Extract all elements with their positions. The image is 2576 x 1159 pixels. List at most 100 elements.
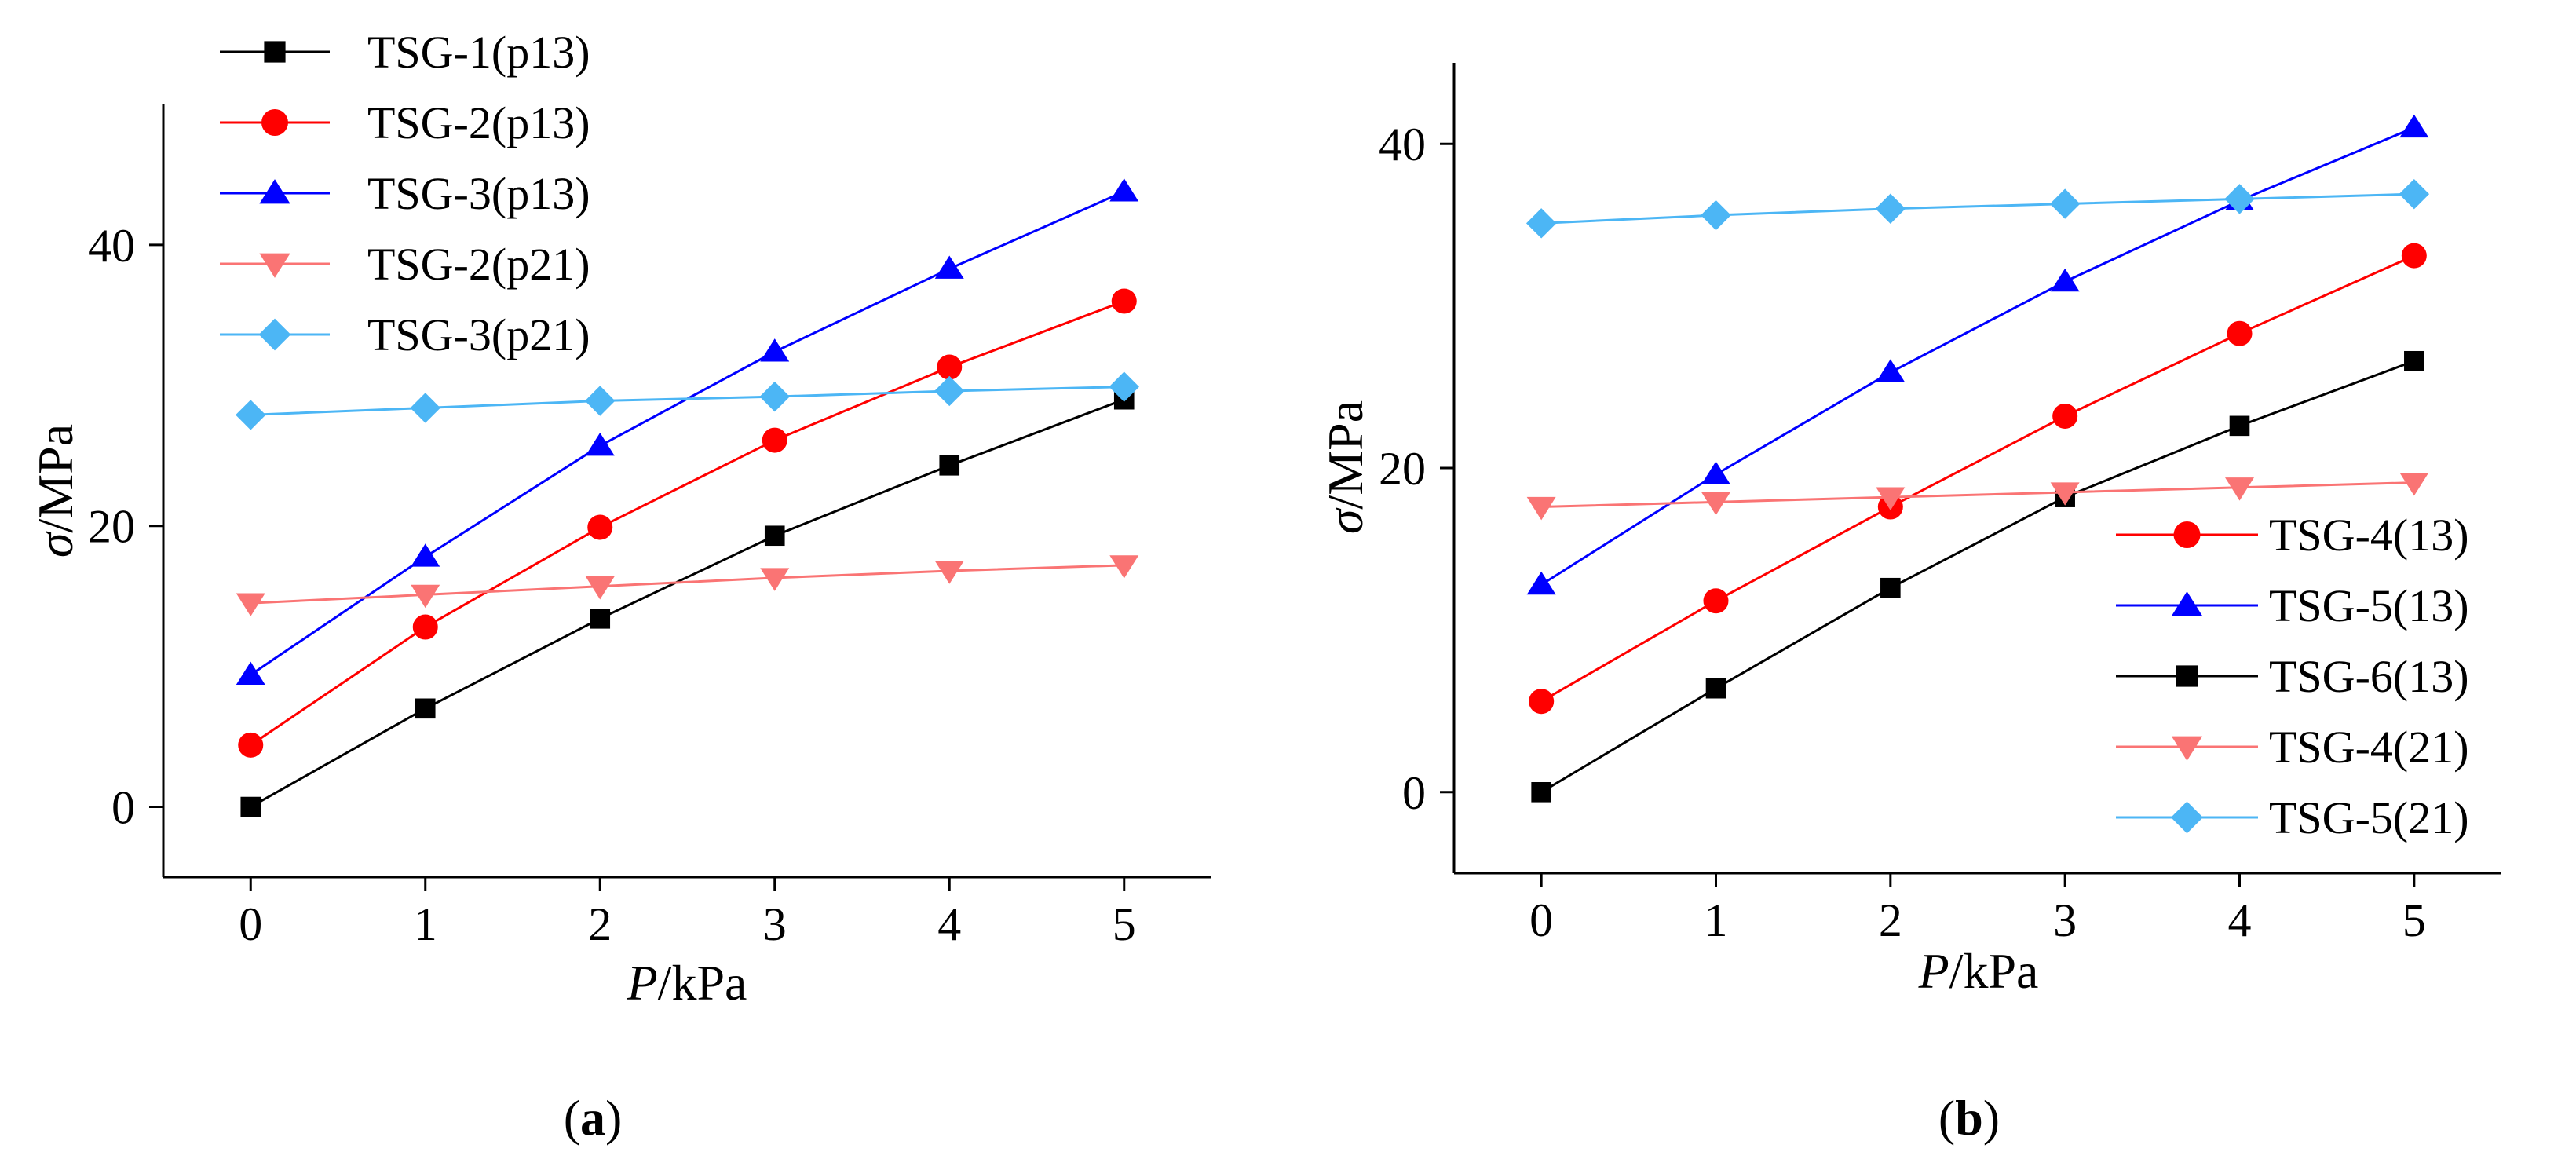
data-point	[764, 525, 785, 547]
legend-marker	[2171, 591, 2203, 616]
data-point	[762, 427, 787, 453]
data-point	[939, 455, 960, 476]
panel-label-b: (b)	[1938, 1090, 2000, 1146]
series-line	[250, 386, 1124, 416]
series-TSG-4(21)	[1526, 472, 2429, 521]
series-TSG-2(p13)	[238, 288, 1137, 758]
legend-item: TSG-3(p21)	[220, 309, 590, 360]
legend-marker	[264, 41, 286, 63]
y-ticks-b: 0 20 40	[1379, 119, 1454, 819]
legend-item: TSG-3(p13)	[220, 168, 590, 219]
data-point	[1111, 288, 1137, 314]
legend-item: TSG-5(13)	[2116, 580, 2469, 631]
legend-a: TSG-1(p13) TSG-2(p13) TSG-3(p13) TSG-2(p21)…	[220, 27, 590, 360]
data-point	[2050, 482, 2080, 506]
series-TSG-1(p13)	[240, 389, 1135, 817]
series-line	[1540, 254, 2415, 703]
series-line	[1541, 481, 2414, 509]
x-tick-label: 2	[588, 898, 612, 950]
legend-label: TSG-4(13)	[2269, 510, 2469, 561]
y-axis-title-b: σ/MPa	[1317, 400, 1373, 534]
data-point	[236, 400, 266, 430]
series-group-a	[236, 178, 1139, 817]
data-point	[585, 432, 615, 456]
data-point	[1109, 371, 1139, 402]
legend-item: TSG-4(13)	[2116, 510, 2469, 561]
legend-label: TSG-2(p13)	[367, 97, 590, 148]
legend-marker	[2171, 801, 2203, 834]
panel-a: 0 1 2 3 4 5 0 20 40 P/kPa σ/MPa TSG-1(p13) TSG-2…	[27, 27, 1211, 1146]
y-tick-label: 20	[1379, 443, 1426, 495]
data-point	[411, 543, 440, 567]
data-point	[1875, 193, 1906, 224]
series-group-b	[1526, 114, 2430, 803]
data-point	[2227, 320, 2253, 346]
data-point	[2224, 184, 2255, 214]
data-point	[1529, 689, 1555, 715]
x-tick-label: 2	[1879, 894, 1902, 946]
series-line	[1540, 126, 2415, 586]
data-point	[411, 584, 440, 609]
data-point	[1880, 577, 1901, 598]
data-point	[934, 561, 964, 584]
legend-label: TSG-3(p21)	[367, 309, 590, 360]
x-ticks-a: 0 1 2 3 4 5	[239, 877, 1136, 950]
data-point	[2049, 188, 2081, 219]
x-tick-label: 3	[763, 898, 787, 950]
x-tick-label: 5	[2402, 894, 2426, 946]
series-TSG-3(p21)	[236, 371, 1139, 430]
panel-label-a: (a)	[564, 1090, 623, 1146]
legend-label: TSG-3(p13)	[367, 168, 590, 219]
data-point	[2225, 477, 2254, 501]
series-line	[250, 398, 1125, 808]
data-point	[2052, 403, 2078, 429]
legend-label: TSG-5(21)	[2269, 792, 2469, 843]
data-point	[1705, 678, 1726, 699]
data-point	[1109, 555, 1139, 579]
x-axis-title-a: P/kPa	[627, 955, 747, 1011]
legend-label: TSG-6(13)	[2269, 651, 2469, 702]
series-TSG-5(21)	[1526, 178, 2430, 239]
legend-item: TSG-2(p21)	[220, 239, 590, 290]
data-point	[760, 568, 790, 591]
x-axis-title-b: P/kPa	[1918, 943, 2039, 999]
legend-marker	[261, 109, 288, 136]
legend-marker	[259, 253, 290, 278]
legend-b: TSG-4(13) TSG-5(13) TSG-6(13) TSG-4(21) TSG-…	[2116, 510, 2469, 843]
data-point	[2399, 472, 2429, 496]
data-point	[1876, 359, 1906, 382]
data-point	[412, 614, 438, 640]
data-point	[2229, 415, 2250, 437]
series-line	[250, 564, 1124, 605]
data-point	[415, 698, 436, 719]
data-point	[1701, 492, 1730, 516]
legend-item: TSG-6(13)	[2116, 651, 2469, 702]
y-tick-label: 0	[111, 782, 135, 834]
panel-b: 0 1 2 3 4 5 0 20 40 P/kPa σ/MPa TSG-4(13) TSG-5(…	[1317, 63, 2501, 1146]
data-point	[759, 381, 790, 412]
data-point	[2399, 114, 2429, 138]
data-point	[585, 386, 616, 416]
legend-label: TSG-5(13)	[2269, 580, 2469, 631]
legend-marker	[2176, 665, 2198, 687]
data-point	[1526, 571, 1556, 595]
series-line	[250, 300, 1125, 747]
legend-item: TSG-1(p13)	[220, 27, 590, 78]
data-point	[934, 375, 965, 407]
legend-marker	[258, 318, 291, 351]
data-point	[2404, 350, 2424, 371]
data-point	[587, 514, 613, 540]
data-point	[410, 393, 440, 423]
legend-item: TSG-4(21)	[2116, 722, 2469, 773]
y-axis-title-a: σ/MPa	[27, 424, 83, 558]
legend-label: TSG-4(21)	[2269, 722, 2469, 773]
data-point	[590, 609, 611, 629]
y-tick-label: 20	[88, 501, 135, 553]
series-TSG-4(13)	[1529, 243, 2427, 715]
legend-item: TSG-2(p13)	[220, 97, 590, 148]
x-tick-label: 0	[239, 898, 262, 950]
data-point	[760, 338, 790, 362]
legend-item: TSG-5(21)	[2116, 792, 2469, 843]
data-point	[1701, 199, 1731, 231]
data-point	[2401, 243, 2427, 269]
